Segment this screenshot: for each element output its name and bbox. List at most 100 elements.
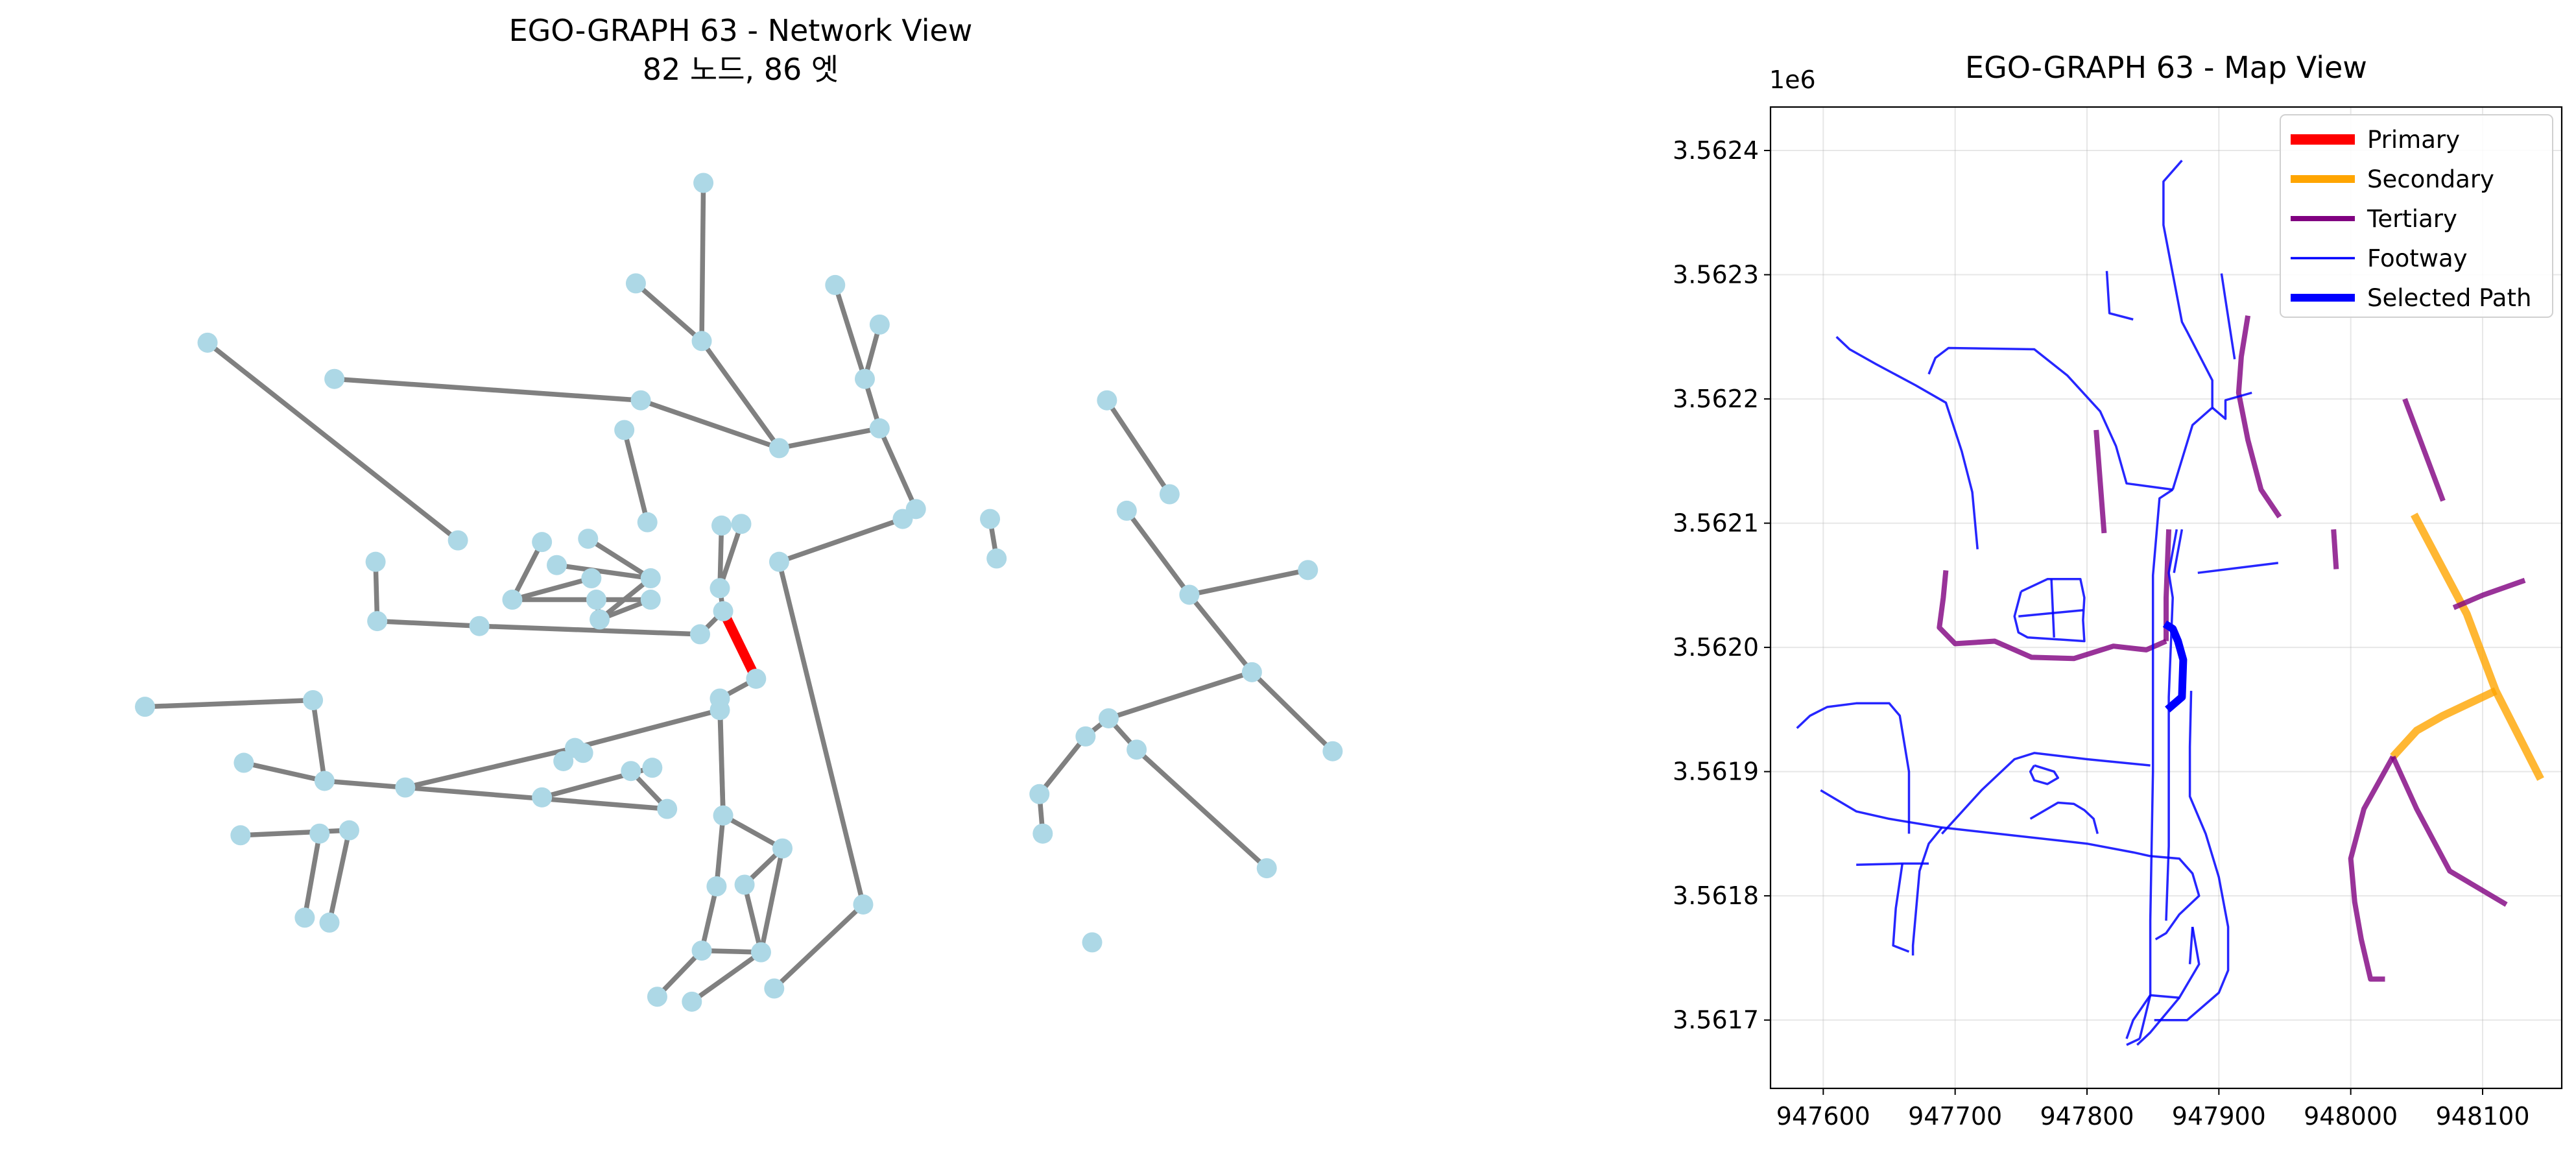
x-tick-label: 947900 (2172, 1102, 2266, 1131)
network-edge (403, 745, 578, 790)
network-edge (477, 623, 703, 637)
network-edge (1104, 398, 1173, 497)
map-y-ticks: 3.5617 3.5618 3.5619 3.5620 3.5621 3.5622 3.56… (1673, 136, 1771, 1035)
legend-box (2280, 114, 2553, 318)
map-lines (1796, 160, 2544, 1046)
map-line-footway (2162, 160, 2213, 490)
legend-label: Selected Path (2367, 284, 2531, 312)
map-line-footway (2150, 926, 2200, 999)
map-line-footway (1835, 336, 1979, 549)
network-edge (510, 575, 594, 603)
map-line-footway (2138, 488, 2174, 1039)
network-node (573, 743, 593, 763)
map-line-footway (2126, 1037, 2141, 1046)
network-edge (597, 575, 654, 622)
network-node (986, 548, 1007, 569)
network-edge (621, 427, 650, 525)
map-line-footway (2197, 562, 2279, 574)
legend-label: Primary (2367, 126, 2460, 154)
network-node (314, 771, 335, 791)
map-line-footway (2125, 994, 2152, 1039)
network-view-panel: EGO-GRAPH 63 - Network View 82 노드, 86 엣 (135, 13, 1343, 1012)
network-node (233, 752, 254, 773)
network-edge (877, 425, 918, 512)
map-line-tertiary (2348, 755, 2396, 982)
y-tick-label: 3.5622 (1673, 385, 1759, 413)
network-node (772, 838, 793, 859)
network-edge (772, 902, 866, 991)
network-node (691, 940, 712, 961)
network-node (469, 616, 490, 636)
network-node (713, 601, 733, 621)
map-line-tertiary (2236, 315, 2282, 519)
network-edge (699, 883, 719, 953)
map-line-footway (2173, 529, 2184, 573)
network-node (769, 551, 789, 572)
map-line-footway (1941, 752, 2151, 835)
network-node (135, 697, 156, 717)
map-axes-frame (1769, 106, 2563, 1090)
map-line-footway (2220, 273, 2236, 360)
x-tick-label: 947700 (1908, 1102, 2002, 1131)
network-node (642, 758, 663, 778)
map-line-tertiary (1937, 570, 2167, 662)
network-node (1029, 784, 1050, 804)
network-node (825, 274, 846, 295)
network-node (447, 530, 468, 551)
network-node (1082, 932, 1103, 953)
map-x-ticks: 947600 947700 947800 947900 948000 948100 (1776, 1088, 2530, 1131)
network-edge (742, 882, 764, 955)
map-line-footway (1927, 346, 2173, 491)
network-node (324, 368, 345, 389)
network-edge (205, 340, 460, 543)
network-node (532, 532, 553, 553)
network-node (395, 777, 416, 798)
network-edge (1187, 568, 1311, 597)
network-edge (699, 180, 706, 344)
network-node (657, 798, 678, 819)
network-edge (310, 697, 328, 784)
network-node (710, 578, 730, 599)
map-line-selected-path (2162, 620, 2188, 713)
map-line-footway (2136, 997, 2180, 1046)
network-edge (331, 376, 643, 403)
map-line-footway (1796, 702, 1911, 834)
network-node (905, 499, 926, 520)
network-edge (302, 831, 322, 920)
network-node (625, 273, 646, 294)
network-node (1241, 662, 1262, 682)
network-node (309, 823, 330, 844)
network-edge (241, 760, 328, 784)
network-node (365, 551, 386, 572)
map-line-footway (2029, 764, 2060, 785)
network-node (1098, 708, 1119, 728)
y-offset-label: 1e6 (1769, 66, 1816, 94)
map-line-footway (2105, 270, 2134, 321)
network-node (713, 805, 733, 826)
network-node (197, 332, 218, 353)
network-node (581, 568, 602, 589)
map-title: EGO-GRAPH 63 - Map View (1965, 50, 2367, 85)
network-edge (833, 282, 868, 381)
network-edge (699, 339, 782, 451)
network-title-line2: 82 노드, 86 엣 (643, 52, 839, 87)
network-node (690, 624, 710, 645)
legend-label: Secondary (2367, 165, 2494, 193)
network-node (1032, 823, 1053, 844)
network-highlight-edge (719, 609, 761, 681)
map-line-secondary (2390, 687, 2498, 760)
network-edge (776, 425, 883, 451)
network-edge (1124, 508, 1192, 597)
map-view-panel: EGO-GRAPH 63 - Map View 1e6 947600 947700… (1673, 50, 2563, 1131)
network-node (640, 590, 661, 610)
network-node (532, 787, 553, 808)
x-tick-label: 947600 (1776, 1102, 1870, 1131)
legend-label: Footway (2367, 245, 2468, 272)
network-edge (714, 813, 726, 889)
network-edge (572, 707, 722, 750)
network-edge (717, 521, 744, 591)
network-node (706, 876, 727, 897)
network-title-line1: EGO-GRAPH 63 - Network View (509, 13, 973, 48)
map-line-tertiary (2331, 529, 2339, 569)
